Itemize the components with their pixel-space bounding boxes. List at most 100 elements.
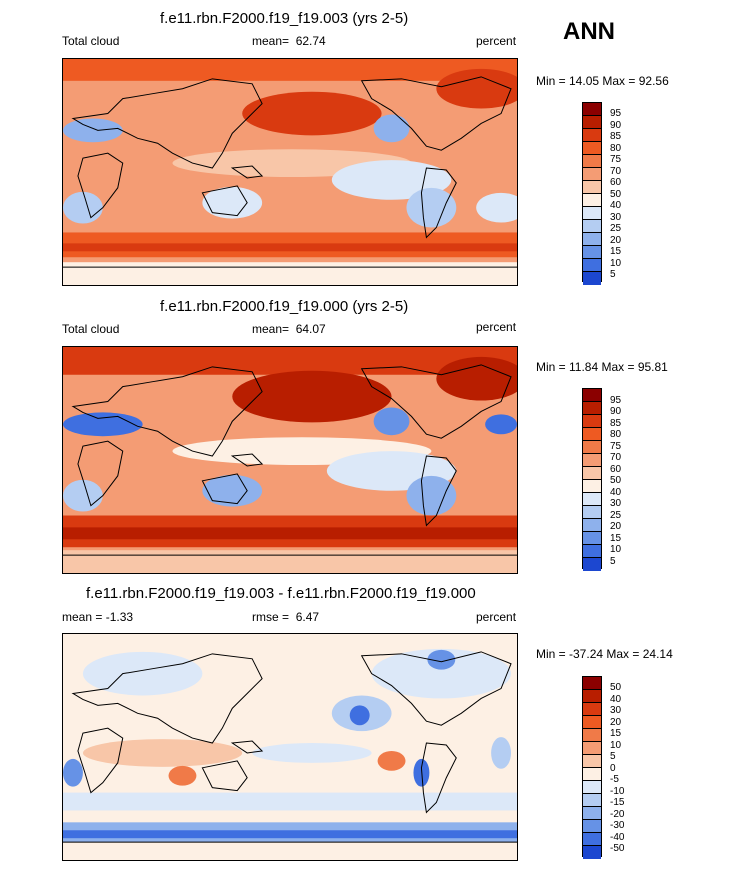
panel2-colorbar-cell [583, 428, 601, 441]
panel3-colorbar-cell [583, 742, 601, 755]
panel1-colorbar-cell [583, 116, 601, 129]
panel3-map-svg [63, 634, 517, 860]
panel2-colorbar-tick: 70 [610, 452, 622, 463]
panel3-rmse-label: rmse = [252, 610, 290, 624]
panel2-colorbar-tick: 30 [610, 498, 622, 509]
panel2-colorbar [582, 388, 602, 571]
panel3-colorbar-cell [583, 755, 601, 768]
panel3-rmse-stat: rmse = 6.47 [252, 610, 319, 624]
panel1-units: percent [476, 34, 517, 48]
panel1-colorbar-cell [583, 220, 601, 233]
panel1-colorbar-cell [583, 168, 601, 181]
panel1-mean-value: 62.74 [295, 34, 326, 48]
panel1-colorbar-tick: 60 [610, 177, 622, 188]
panel2-colorbar-tick: 80 [610, 429, 622, 440]
panel2-colorbar-tick: 15 [610, 533, 622, 544]
panel1-colorbar-cell [583, 207, 601, 220]
panel3-colorbar-tick: 15 [610, 728, 622, 739]
panel3-colorbar-tick: 20 [610, 717, 622, 728]
panel3-colorbar-tick: 10 [610, 740, 622, 751]
panel2-colorbar-cell [583, 389, 601, 402]
panel3-colorbar-tick: 0 [610, 763, 616, 774]
panel2-map [62, 346, 518, 574]
panel1-colorbar-cell [583, 194, 601, 207]
panel2-colorbar-tick: 50 [610, 475, 622, 486]
panel2-colorbar-tick: 20 [610, 521, 622, 532]
panel3-colorbar-tick: -50 [610, 843, 625, 854]
panel3-colorbar-cell [583, 781, 601, 794]
panel3-colorbar [582, 676, 602, 859]
panel3-title: f.e11.rbn.F2000.f19_f19.003 - f.e11.rbn.… [86, 585, 476, 602]
panel3-colorbar-tick: -10 [610, 786, 625, 797]
panel3-colorbar-tick: 40 [610, 694, 622, 705]
panel1-colorbar-tick: 5 [610, 269, 616, 280]
panel3-colorbar-cell [583, 833, 601, 846]
panel1-colorbar-tick: 70 [610, 166, 622, 177]
panel2-colorbar-cell [583, 480, 601, 493]
panel3-colorbar-cell [583, 846, 601, 859]
panel2-colorbar-tick: 60 [610, 464, 622, 475]
panel2-colorbar-cell [583, 506, 601, 519]
panel1-minmax: Min = 14.05 Max = 92.56 [536, 74, 669, 88]
panel3-minmax: Min = -37.24 Max = 24.14 [536, 647, 673, 661]
panel3-colorbar-tick: -5 [610, 774, 619, 785]
panel2-units: percent [476, 320, 517, 334]
panel1-colorbar-tick: 30 [610, 212, 622, 223]
panel3-colorbar-cell [583, 677, 601, 690]
panel1-colorbar-cell [583, 246, 601, 259]
panel2-colorbar-tick: 10 [610, 544, 622, 555]
panel2-colorbar-cell [583, 493, 601, 506]
panel2-colorbar-cell [583, 402, 601, 415]
panel3-colorbar-tick: 50 [610, 682, 622, 693]
panel2-colorbar-tick: 95 [610, 395, 622, 406]
panel1-colorbar-cell [583, 129, 601, 142]
panel3-colorbar-cell [583, 794, 601, 807]
panel1-colorbar-tick: 40 [610, 200, 622, 211]
panel1-colorbar [582, 102, 602, 285]
panel1-colorbar-cell [583, 181, 601, 194]
panel1-colorbar-tick: 85 [610, 131, 622, 142]
panel3-colorbar-tick: -20 [610, 809, 625, 820]
panel3-colorbar-tick: -40 [610, 832, 625, 843]
panel1-colorbar-tick: 75 [610, 154, 622, 165]
panel1-colorbar-cell [583, 233, 601, 246]
panel1-mean-label: mean= [252, 34, 290, 48]
panel3-colorbar-cell [583, 729, 601, 742]
panel1-colorbar-cell [583, 103, 601, 116]
panel3-colorbar-cell [583, 716, 601, 729]
panel1-colorbar-tick: 90 [610, 120, 622, 131]
panel1-map-svg [63, 59, 517, 285]
panel2-colorbar-tick: 90 [610, 406, 622, 417]
panel2-colorbar-tick: 85 [610, 418, 622, 429]
panel1-colorbar-tick: 15 [610, 246, 622, 257]
panel2-colorbar-tick: 40 [610, 487, 622, 498]
panel2-title: f.e11.rbn.F2000.f19_f19.000 (yrs 2-5) [160, 298, 409, 315]
panel2-mean-stat: mean= 64.07 [252, 322, 326, 336]
panel2-colorbar-tick: 75 [610, 441, 622, 452]
panel2-colorbar-tick: 5 [610, 556, 616, 567]
panel3-colorbar-tick: -30 [610, 820, 625, 831]
panel1-colorbar-tick: 10 [610, 258, 622, 269]
panel1-colorbar-tick: 20 [610, 235, 622, 246]
panel3-map [62, 633, 518, 861]
panel2-colorbar-cell [583, 545, 601, 558]
panel1-colorbar-cell [583, 272, 601, 285]
panel2-colorbar-cell [583, 519, 601, 532]
panel3-units: percent [476, 610, 517, 624]
panel1-colorbar-tick: 25 [610, 223, 622, 234]
panel1-title: f.e11.rbn.F2000.f19_f19.003 (yrs 2-5) [160, 10, 409, 27]
panel1-colorbar-tick: 95 [610, 108, 622, 119]
panel2-minmax: Min = 11.84 Max = 95.81 [536, 360, 668, 374]
panel1-colorbar-tick: 50 [610, 189, 622, 200]
panel2-map-svg [63, 347, 517, 573]
panel3-colorbar-tick: 30 [610, 705, 622, 716]
panel2-coastlines [63, 364, 517, 556]
panel2-colorbar-cell [583, 532, 601, 545]
panel3-colorbar-tick: -15 [610, 797, 625, 808]
panel2-mean-value: 64.07 [295, 322, 326, 336]
panel2-colorbar-cell [583, 558, 601, 571]
panel2-mean-label: mean= [252, 322, 290, 336]
panel1-colorbar-cell [583, 259, 601, 272]
panel3-colorbar-tick: 5 [610, 751, 616, 762]
panel2-colorbar-cell [583, 467, 601, 480]
